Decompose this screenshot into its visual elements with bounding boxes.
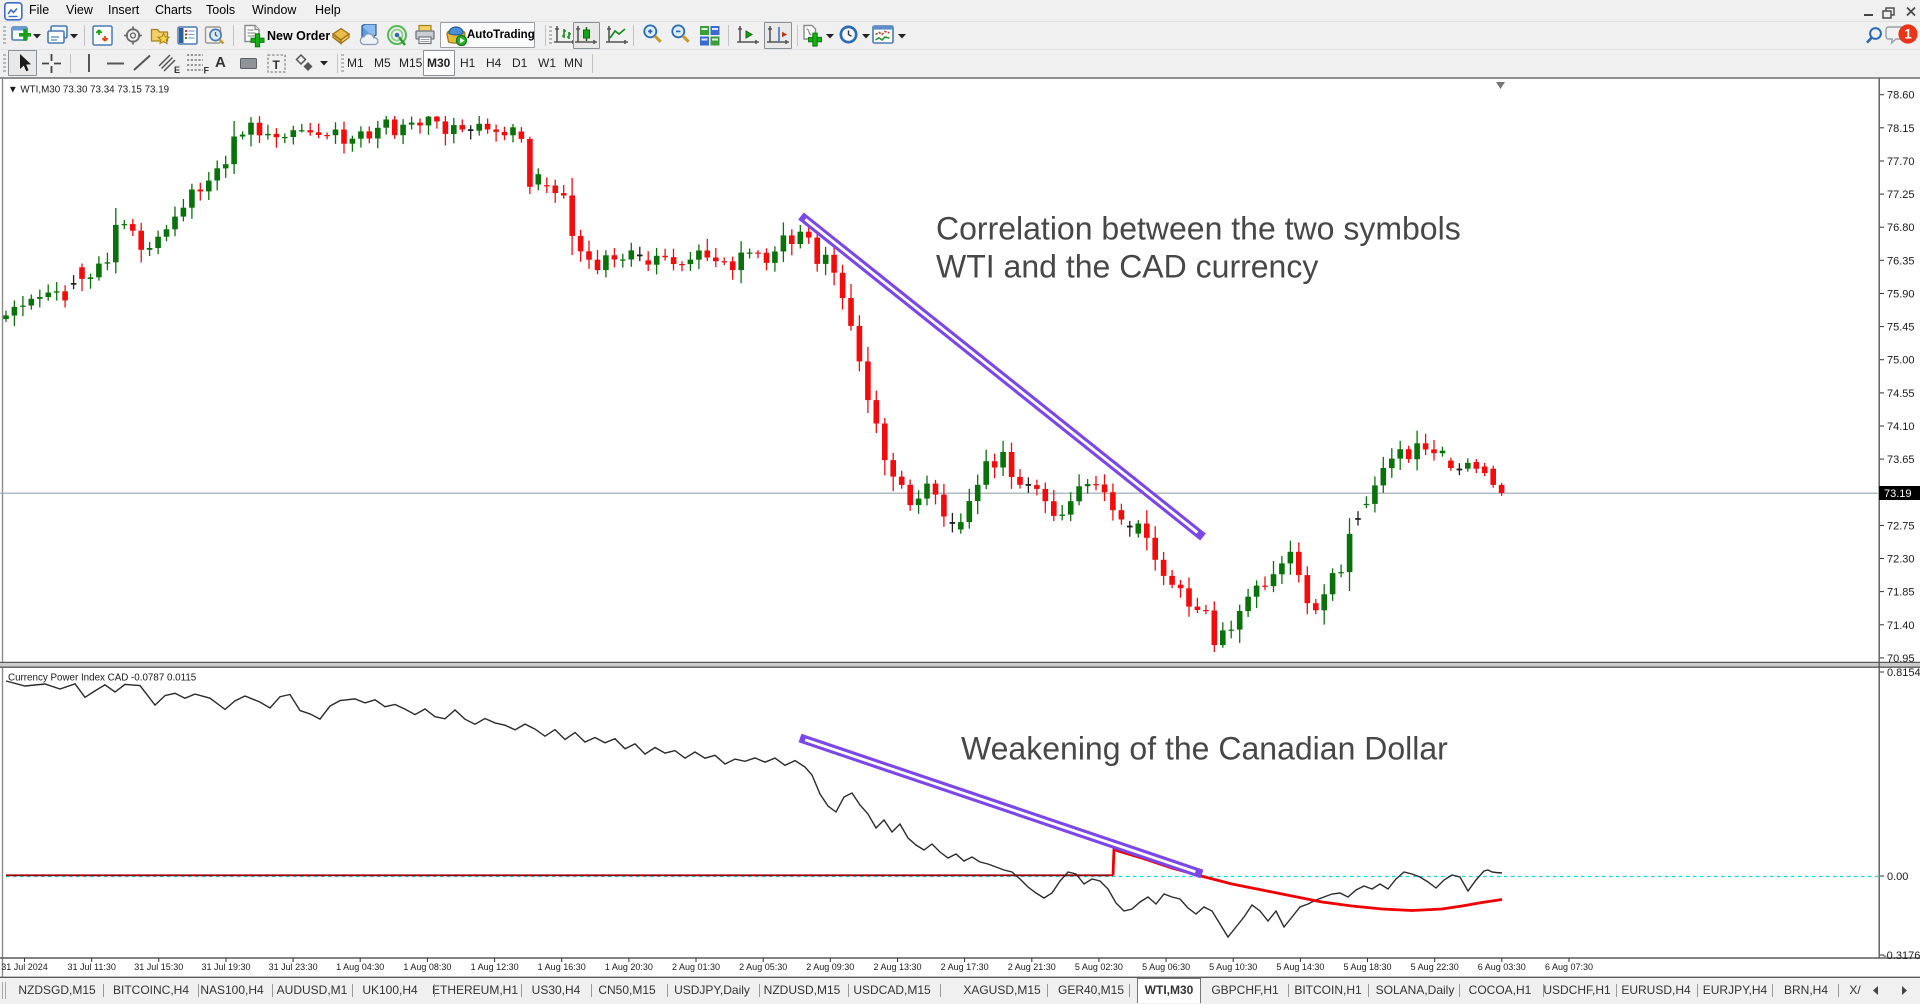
svg-text:31 Jul 19:30: 31 Jul 19:30 (201, 962, 250, 972)
svg-text:72.75: 72.75 (1887, 520, 1915, 532)
svg-text:1 Aug 12:30: 1 Aug 12:30 (471, 962, 519, 972)
svg-text:5 Aug 10:30: 5 Aug 10:30 (1209, 962, 1257, 972)
svg-text:2 Aug 05:30: 2 Aug 05:30 (739, 962, 787, 972)
svg-text:77.25: 77.25 (1887, 189, 1915, 201)
svg-text:Correlation between the two sy: Correlation between the two symbols (936, 211, 1461, 247)
svg-text:71.40: 71.40 (1887, 620, 1915, 632)
svg-text:73.65: 73.65 (1887, 454, 1915, 466)
svg-text:5 Aug 06:30: 5 Aug 06:30 (1142, 962, 1190, 972)
svg-text:▼ WTI,M30 73.30 73.34 73.15 7: ▼ WTI,M30 73.30 73.34 73.15 73.19 (8, 85, 169, 96)
svg-text:78.60: 78.60 (1887, 90, 1915, 102)
svg-text:5 Aug 02:30: 5 Aug 02:30 (1075, 962, 1123, 972)
svg-text:2 Aug 13:30: 2 Aug 13:30 (873, 962, 921, 972)
svg-text:73.19: 73.19 (1884, 488, 1912, 500)
svg-text:1 Aug 16:30: 1 Aug 16:30 (538, 962, 586, 972)
svg-text:0.8154: 0.8154 (1887, 667, 1920, 679)
svg-text:1 Aug 20:30: 1 Aug 20:30 (605, 962, 653, 972)
svg-text:1: 1 (1904, 27, 1912, 42)
svg-text:Weakening of the Canadian Doll: Weakening of the Canadian Dollar (961, 731, 1448, 767)
svg-text:74.55: 74.55 (1887, 388, 1915, 400)
svg-text:5 Aug 14:30: 5 Aug 14:30 (1276, 962, 1324, 972)
svg-text:6 Aug 07:30: 6 Aug 07:30 (1545, 962, 1593, 972)
svg-text:T: T (273, 58, 281, 72)
svg-text:-0.3176: -0.3176 (1883, 950, 1920, 962)
svg-text:71.85: 71.85 (1887, 587, 1915, 599)
svg-text:31 Jul 2024: 31 Jul 2024 (1, 962, 48, 972)
svg-text:78.15: 78.15 (1887, 123, 1915, 135)
svg-text:Currency Power Index CAD -0.07: Currency Power Index CAD -0.0787 0.0115 (8, 673, 197, 684)
svg-text:72.30: 72.30 (1887, 554, 1915, 566)
svg-text:0.00: 0.00 (1887, 871, 1908, 883)
svg-text:6 Aug 03:30: 6 Aug 03:30 (1478, 962, 1526, 972)
svg-text:1 Aug 08:30: 1 Aug 08:30 (403, 962, 451, 972)
svg-text:5 Aug 22:30: 5 Aug 22:30 (1411, 962, 1459, 972)
svg-text:F: F (204, 66, 210, 76)
svg-text:75.45: 75.45 (1887, 322, 1915, 334)
svg-text:74.10: 74.10 (1887, 421, 1915, 433)
svg-text:76.35: 76.35 (1887, 255, 1915, 267)
svg-text:2 Aug 17:30: 2 Aug 17:30 (941, 962, 989, 972)
svg-text:75.00: 75.00 (1887, 355, 1915, 367)
svg-text:1 Aug 04:30: 1 Aug 04:30 (336, 962, 384, 972)
svg-text:31 Jul 11:30: 31 Jul 11:30 (68, 962, 116, 972)
svg-text:76.80: 76.80 (1887, 222, 1915, 234)
svg-text:70.95: 70.95 (1887, 653, 1915, 665)
svg-text:31 Jul 15:30: 31 Jul 15:30 (134, 962, 183, 972)
svg-text:WTI and the CAD currency: WTI and the CAD currency (936, 249, 1318, 285)
svg-text:E: E (174, 65, 180, 75)
svg-text:2 Aug 01:30: 2 Aug 01:30 (672, 962, 720, 972)
svg-text:5 Aug 18:30: 5 Aug 18:30 (1343, 962, 1391, 972)
svg-text:31 Jul 23:30: 31 Jul 23:30 (269, 962, 318, 972)
svg-text:77.70: 77.70 (1887, 156, 1915, 168)
svg-text:2 Aug 09:30: 2 Aug 09:30 (806, 962, 854, 972)
svg-text:2 Aug 21:30: 2 Aug 21:30 (1008, 962, 1056, 972)
svg-text:75.90: 75.90 (1887, 289, 1915, 301)
